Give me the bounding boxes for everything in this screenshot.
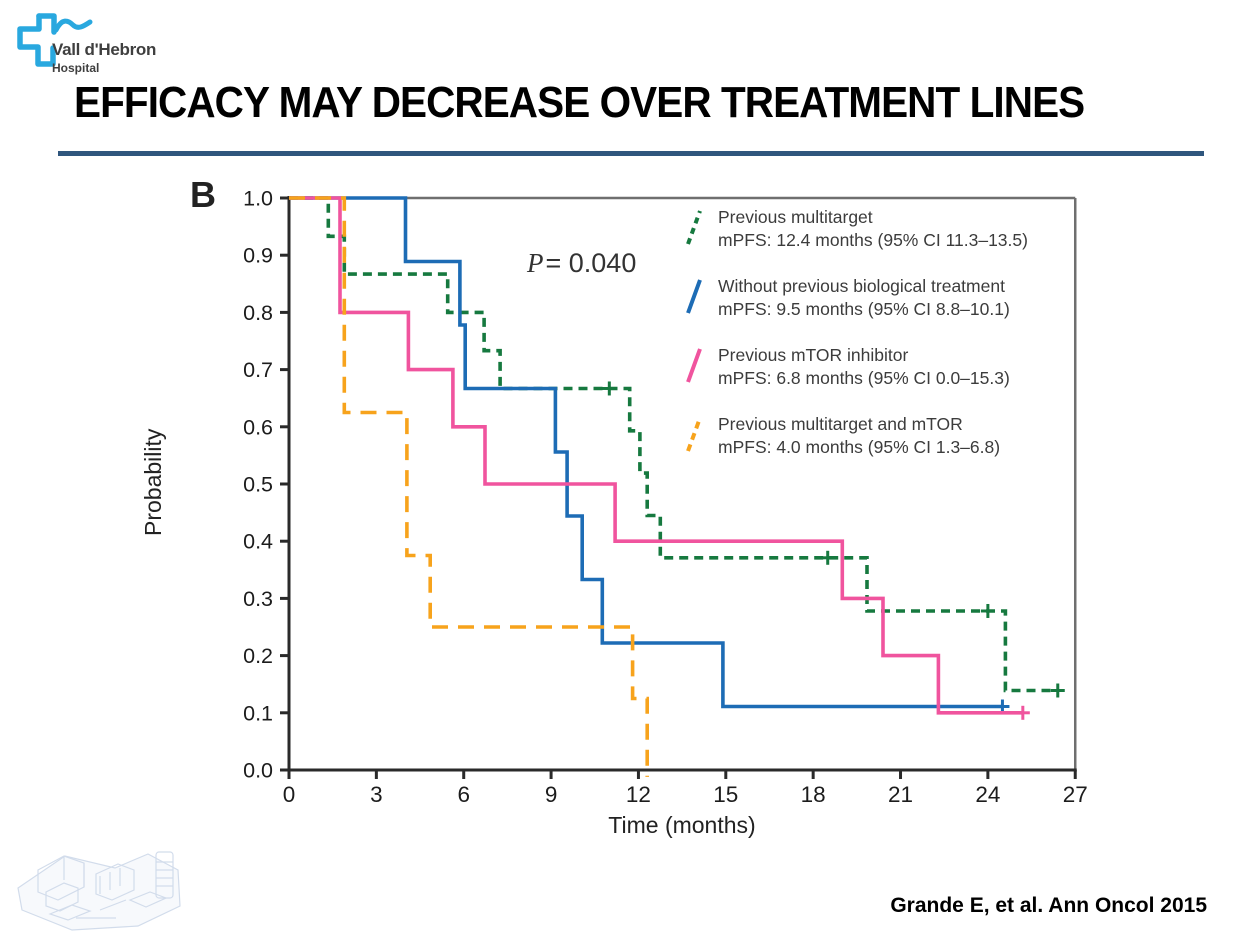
legend-line-sample-icon	[686, 417, 702, 452]
y-axis-title: Probability	[140, 428, 166, 536]
x-tick-label: 21	[888, 782, 913, 807]
y-tick-label: 0.9	[243, 244, 273, 268]
y-tick-label: 0.3	[243, 587, 273, 611]
logo-hospital-name: Vall d'Hebron	[52, 40, 157, 59]
title-divider-rule	[58, 151, 1204, 156]
legend-mpfs: mPFS: 12.4 months (95% CI 11.3–13.5)	[718, 230, 1028, 250]
p-rest: = 0.040	[545, 248, 637, 278]
y-tick-label: 0.8	[243, 301, 273, 325]
y-tick-label: 0.4	[243, 530, 273, 554]
legend-line-sample-icon	[686, 348, 702, 383]
legend-label: Previous multitarget	[718, 207, 873, 227]
hospital-logo: Vall d'Hebron Hospital	[6, 6, 196, 78]
km-curve	[289, 196, 649, 777]
legend-line-sample-icon	[686, 279, 702, 314]
km-curve	[289, 196, 1023, 715]
legend-row-without-previous-biological: Without previous biological treatment mP…	[684, 275, 1028, 321]
chart-legend: Previous multitarget mPFS: 12.4 months (…	[684, 206, 1028, 482]
y-tick-label: 0.2	[243, 644, 273, 668]
legend-row-previous-multitarget: Previous multitarget mPFS: 12.4 months (…	[684, 206, 1028, 252]
legend-row-previous-multitarget-and-mtor: Previous multitarget and mTOR mPFS: 4.0 …	[684, 413, 1028, 459]
legend-label: Without previous biological treatment	[718, 276, 1005, 296]
slide-title: EFFICACY MAY DECREASE OVER TREATMENT LIN…	[74, 78, 1085, 127]
citation: Grande E, et al. Ann Oncol 2015	[890, 894, 1207, 917]
y-tick-label: 0.6	[243, 415, 273, 439]
x-tick-label: 3	[370, 782, 383, 807]
x-tick-label: 12	[626, 782, 651, 807]
legend-label: Previous multitarget and mTOR	[718, 414, 963, 434]
x-tick-label: 24	[975, 782, 1000, 807]
y-tick-label: 0.5	[243, 473, 273, 497]
y-tick-label: 1.0	[243, 187, 273, 211]
legend-mpfs: mPFS: 9.5 months (95% CI 8.8–10.1)	[718, 299, 1010, 319]
x-axis-title: Time (months)	[608, 812, 756, 838]
y-tick-label: 0.1	[243, 701, 273, 725]
legend-row-previous-mtor: Previous mTOR inhibitor mPFS: 6.8 months…	[684, 344, 1028, 390]
hospital-logo-cross-icon	[17, 13, 93, 67]
x-tick-label: 27	[1063, 782, 1088, 807]
km-curve	[289, 196, 1058, 693]
x-tick-label: 15	[713, 782, 738, 807]
x-tick-label: 9	[545, 782, 558, 807]
x-tick-label: 6	[457, 782, 470, 807]
campus-watermark	[17, 851, 181, 931]
legend-line-sample-icon	[686, 210, 702, 245]
legend-mpfs: mPFS: 6.8 months (95% CI 0.0–15.3)	[718, 368, 1010, 388]
x-tick-label: 0	[283, 782, 296, 807]
km-curve	[289, 196, 1003, 709]
x-tick-label: 18	[801, 782, 826, 807]
y-tick-label: 0.0	[243, 759, 273, 783]
legend-label: Previous mTOR inhibitor	[718, 345, 909, 365]
y-tick-label: 0.7	[243, 358, 273, 382]
logo-hospital-subtitle: Hospital	[52, 61, 100, 75]
legend-mpfs: mPFS: 4.0 months (95% CI 1.3–6.8)	[718, 437, 1001, 457]
p-symbol: P	[527, 248, 544, 278]
panel-label: B	[190, 174, 216, 215]
p-value: P= 0.040	[527, 248, 636, 279]
